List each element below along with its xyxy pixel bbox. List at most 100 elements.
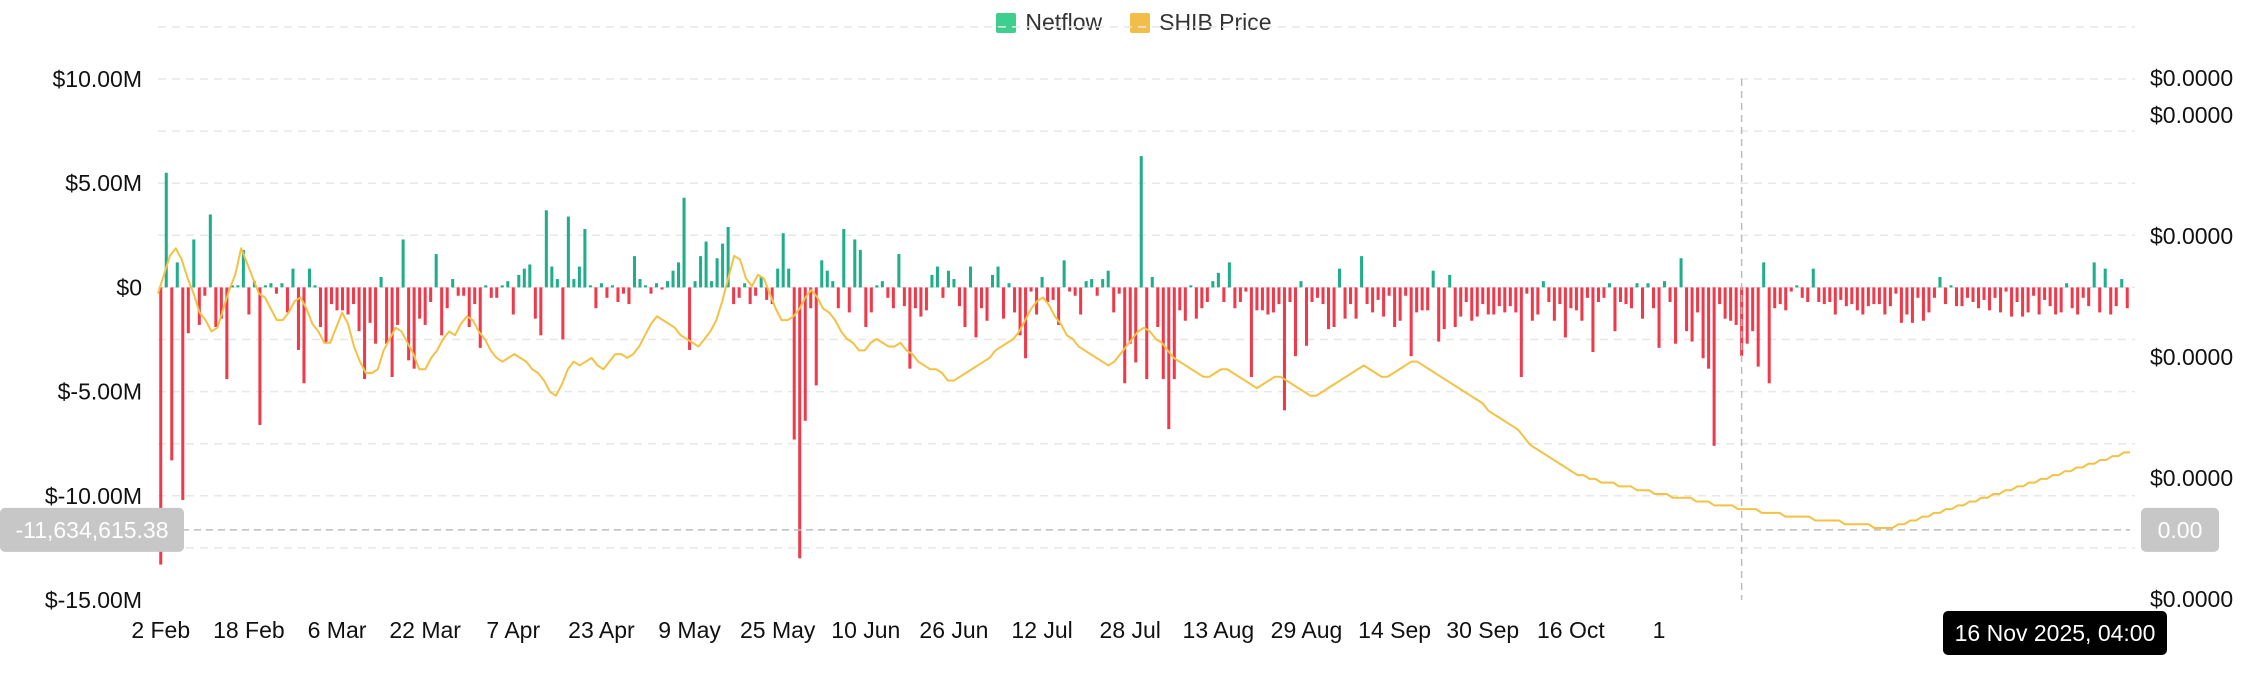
netflow-bar: [1139, 156, 1143, 288]
netflow-bar: [1751, 287, 1755, 332]
netflow-bar: [677, 262, 681, 288]
netflow-bar: [1084, 281, 1088, 288]
netflow-bar: [1481, 287, 1485, 305]
crosshair: -11,634,615.38 0.00 16 Nov 2025, 04:00: [0, 79, 2219, 655]
crosshair-right-value: 0.00: [2158, 517, 2203, 543]
netflow-bar: [968, 266, 973, 288]
crosshair-x-label: 16 Nov 2025, 04:00: [1955, 620, 2156, 646]
netflow-bar: [1789, 287, 1793, 292]
netflow-bar: [787, 268, 791, 288]
netflow-bar: [1585, 287, 1589, 298]
netflow-bar: [831, 281, 835, 288]
netflow-bar: [1784, 287, 1788, 311]
netflow-bar: [1800, 287, 1804, 298]
netflow-bar: [456, 287, 460, 296]
netflow-bar: [506, 281, 510, 288]
netflow-bar: [621, 287, 625, 294]
netflow-bar: [473, 287, 477, 305]
netflow-bar: [1674, 287, 1678, 344]
netflow-bar: [1723, 287, 1727, 319]
netflow-bar: [522, 268, 526, 288]
netflow-bar: [836, 287, 840, 309]
netflow-bar: [1222, 287, 1226, 302]
netflow-bar: [1762, 262, 1766, 288]
netflow-bar: [2081, 287, 2085, 298]
netflow-bar: [495, 287, 499, 298]
netflow-bar: [715, 258, 719, 288]
netflow-bar: [550, 266, 554, 288]
netflow-bar: [467, 287, 471, 327]
netflow-bar: [726, 226, 730, 288]
x-tick-label: 18 Feb: [213, 617, 285, 643]
x-tick-label: 2 Feb: [131, 617, 190, 643]
netflow-bar: [1640, 287, 1645, 319]
x-tick-label: 10 Jun: [831, 617, 900, 643]
x-tick-label: 25 May: [740, 617, 816, 643]
netflow-bar: [1938, 276, 1942, 288]
netflow-bar: [979, 287, 984, 309]
netflow-bar: [1547, 287, 1551, 302]
crosshair-left-value-bg: [0, 507, 184, 552]
netflow-bar: [1189, 285, 1193, 288]
netflow-bar: [1580, 287, 1584, 321]
netflow-bar: [236, 285, 240, 288]
netflow-bar: [710, 281, 714, 288]
netflow-bar: [825, 270, 829, 288]
netflow-bar: [1718, 287, 1722, 305]
netflow-bar: [886, 287, 890, 298]
netflow-bar: [809, 287, 813, 309]
netflow-bar: [748, 287, 752, 305]
netflow-bar: [533, 287, 537, 319]
netflow-bar: [2087, 287, 2091, 307]
price-line-layer: [157, 247, 2130, 529]
netflow-bar: [451, 279, 455, 288]
netflow-bar: [1046, 287, 1050, 302]
left-axis-ticks: $10.00M $5.00M $0 $-5.00M $-10.00M $-15.00M: [45, 66, 142, 613]
crosshair-right-value-bg: [2141, 507, 2219, 552]
netflow-bar: [1574, 287, 1578, 311]
legend-label-shib-price: SHIB Price: [1159, 9, 1272, 35]
netflow-bar: [897, 254, 901, 288]
netflow-bar: [1183, 287, 1187, 321]
netflow-bar: [946, 270, 950, 288]
netflow-bar: [1051, 287, 1055, 300]
netflow-bar: [1954, 287, 1959, 307]
netflow-bar: [1828, 287, 1832, 302]
netflow-bar: [1106, 270, 1110, 288]
netflow-bar: [1123, 287, 1127, 384]
netflow-bar: [296, 287, 300, 350]
netflow-bar: [1652, 287, 1656, 309]
netflow-bar: [1861, 287, 1865, 315]
netflow-bar: [891, 287, 895, 309]
netflow-bar: [1927, 287, 1931, 313]
netflow-bar: [638, 279, 642, 288]
netflow-bar: [2015, 287, 2019, 302]
netflow-bar: [1437, 287, 1441, 342]
netflow-bar: [1894, 287, 1898, 294]
netflow-bar: [1398, 287, 1402, 321]
netflow-bar: [318, 287, 323, 327]
netflow-bar: [423, 287, 427, 325]
netflow-bar: [2010, 287, 2014, 317]
netflow-bar: [699, 256, 703, 288]
x-tick-label: 30 Sep: [1446, 617, 1519, 643]
netflow-bar: [285, 287, 289, 313]
netflow-bar: [1216, 272, 1220, 288]
netflow-bar: [875, 285, 879, 288]
netflow-bar: [1282, 287, 1286, 411]
netflow-bar: [1999, 287, 2003, 313]
netflow-bar: [1404, 287, 1408, 296]
netflow-bar: [1459, 287, 1463, 317]
netflow-bar: [1607, 283, 1611, 288]
netflow-bar: [1475, 287, 1479, 317]
price-line: [157, 247, 2130, 529]
netflow-bar: [181, 287, 185, 500]
netflow-bar: [610, 285, 614, 288]
netflow-bar: [1811, 268, 1815, 288]
y-right-tick-label: $0.0000: [2150, 465, 2233, 491]
netflow-bar: [1497, 287, 1501, 307]
netflow-bar: [2109, 287, 2113, 315]
netflow-bar: [225, 287, 229, 380]
x-tick-label: 29 Aug: [1271, 617, 1343, 643]
